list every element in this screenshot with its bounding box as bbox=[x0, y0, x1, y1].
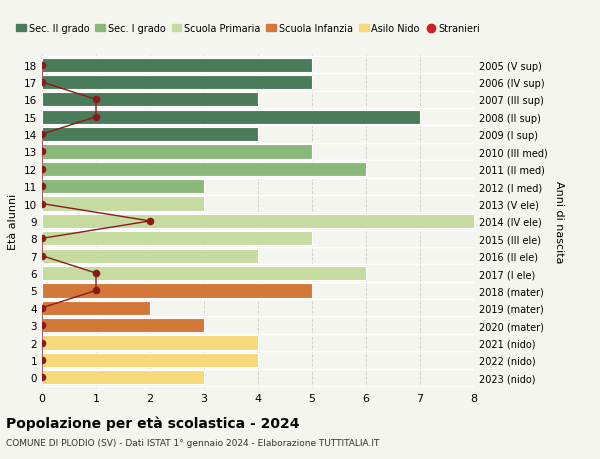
Bar bbox=[42, 232, 312, 246]
Text: Popolazione per età scolastica - 2024: Popolazione per età scolastica - 2024 bbox=[6, 415, 299, 430]
Bar bbox=[42, 319, 204, 333]
Y-axis label: Età alunni: Età alunni bbox=[8, 193, 19, 250]
Bar bbox=[42, 162, 366, 177]
Bar bbox=[42, 110, 420, 124]
Bar bbox=[42, 266, 366, 280]
Bar bbox=[42, 58, 312, 73]
Bar bbox=[42, 179, 204, 194]
Bar bbox=[42, 249, 258, 263]
Bar bbox=[42, 76, 312, 90]
Bar bbox=[42, 336, 258, 350]
Bar bbox=[42, 284, 312, 298]
Y-axis label: Anni di nascita: Anni di nascita bbox=[554, 180, 564, 263]
Legend: Sec. II grado, Sec. I grado, Scuola Primaria, Scuola Infanzia, Asilo Nido, Stran: Sec. II grado, Sec. I grado, Scuola Prim… bbox=[13, 20, 484, 38]
Bar bbox=[42, 93, 258, 107]
Bar bbox=[42, 128, 258, 142]
Bar bbox=[42, 214, 528, 229]
Bar bbox=[42, 301, 150, 315]
Text: COMUNE DI PLODIO (SV) - Dati ISTAT 1° gennaio 2024 - Elaborazione TUTTITALIA.IT: COMUNE DI PLODIO (SV) - Dati ISTAT 1° ge… bbox=[6, 438, 379, 448]
Bar bbox=[42, 145, 312, 159]
Bar bbox=[42, 370, 204, 385]
Bar bbox=[42, 353, 258, 367]
Bar bbox=[42, 197, 204, 211]
